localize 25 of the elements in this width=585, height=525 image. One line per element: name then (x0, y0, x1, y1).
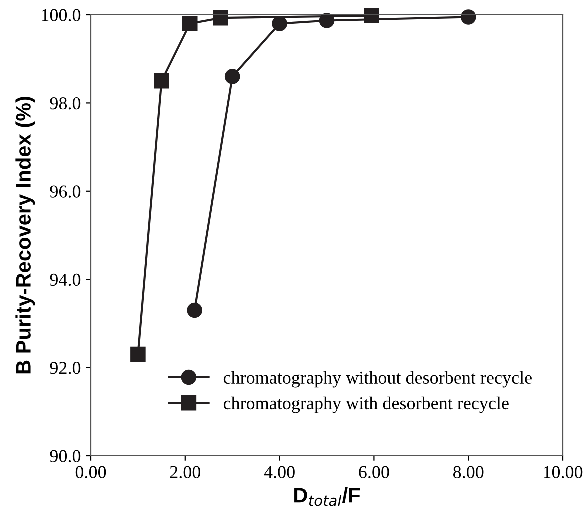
y-tick-label: 94.0 (50, 274, 81, 286)
y-tick-label: 92.0 (50, 362, 81, 374)
point (213, 10, 228, 26)
point (224, 69, 240, 84)
x-axis-title: D$_{total}$/F (294, 488, 360, 506)
x-tick-label: 8.00 (453, 466, 484, 479)
y-tick-label: 100.0 (42, 9, 81, 22)
y-axis-title: B Purity-Recovery Index (%) (16, 97, 36, 374)
point (182, 16, 198, 32)
x-tick-label: 4.00 (264, 466, 295, 479)
x-tick-label: 0.00 (76, 466, 106, 479)
point (187, 302, 202, 318)
y-tick-label: 90.0 (50, 450, 81, 463)
y-tick-label: 98.0 (50, 97, 81, 110)
point (130, 346, 146, 362)
x-tick-label: 10.00 (544, 466, 583, 479)
legend-label: chromatography without desorbent recycle (224, 371, 532, 388)
point (364, 8, 380, 24)
x-tick-label: 6.00 (359, 466, 390, 479)
y-tick-label: 96.0 (50, 186, 81, 198)
x-tick-label: 2.00 (170, 466, 201, 479)
legend-label: chromatography with desorbent recycle (224, 396, 509, 414)
point (272, 16, 288, 32)
point (154, 74, 170, 89)
point (460, 10, 476, 25)
